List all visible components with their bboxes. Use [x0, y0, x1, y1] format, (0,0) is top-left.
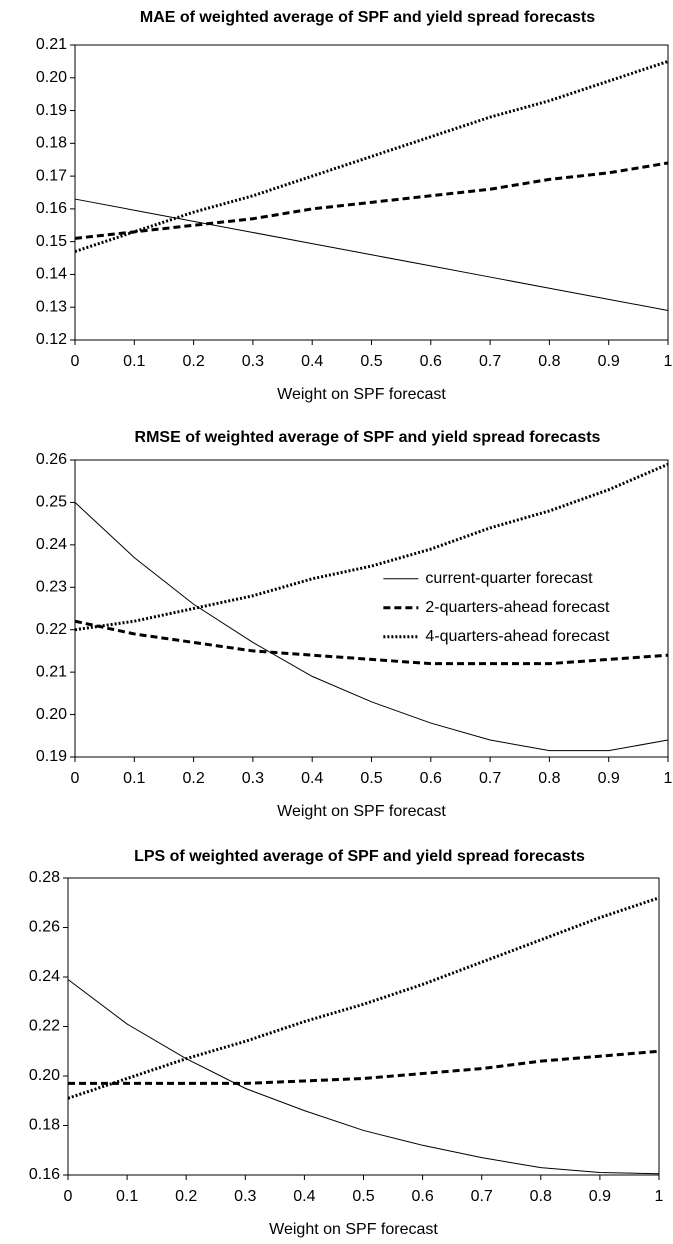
x-tick-label: 0.4 — [301, 353, 323, 370]
y-tick-label: 0.18 — [29, 1117, 60, 1134]
x-tick-label: 0.5 — [360, 353, 382, 370]
y-tick-label: 0.20 — [36, 69, 67, 86]
y-tick-label: 0.25 — [36, 494, 67, 511]
series-line — [74, 161, 669, 240]
y-tick-label: 0.28 — [29, 869, 60, 886]
chart-title: MAE of weighted average of SPF and yield… — [140, 9, 595, 26]
x-tick-label: 0.7 — [471, 1188, 493, 1205]
y-tick-label: 0.19 — [36, 748, 67, 765]
series-line — [74, 502, 669, 752]
x-tick-label: 0.2 — [182, 353, 204, 370]
legend-label: 2-quarters-ahead forecast — [425, 599, 610, 616]
x-tick-label: 0.9 — [589, 1188, 611, 1205]
x-tick-label: 0.1 — [123, 770, 145, 787]
y-tick-label: 0.13 — [36, 298, 67, 315]
x-tick-label: 0 — [64, 1188, 73, 1205]
x-tick-label: 0 — [71, 770, 80, 787]
series-line — [74, 619, 669, 666]
x-tick-label: 0.6 — [411, 1188, 433, 1205]
x-tick-label: 0.2 — [175, 1188, 197, 1205]
series-line — [74, 462, 669, 632]
y-tick-label: 0.22 — [29, 1018, 60, 1035]
series-line — [74, 198, 669, 311]
x-tick-label: 0.8 — [530, 1188, 552, 1205]
y-tick-label: 0.16 — [29, 1166, 60, 1183]
x-tick-label: 0.7 — [479, 770, 501, 787]
x-tick-label: 0.7 — [479, 353, 501, 370]
x-axis-label: Weight on SPF forecast — [277, 386, 446, 403]
x-tick-label: 0.8 — [538, 353, 560, 370]
x-tick-label: 0.4 — [293, 1188, 315, 1205]
chart-title: LPS of weighted average of SPF and yield… — [134, 848, 585, 865]
x-tick-label: 0.5 — [352, 1188, 374, 1205]
y-tick-label: 0.21 — [36, 663, 67, 680]
y-tick-label: 0.16 — [36, 200, 67, 217]
y-tick-label: 0.20 — [29, 1067, 60, 1084]
y-tick-label: 0.20 — [36, 706, 67, 723]
chart-title: RMSE of weighted average of SPF and yiel… — [135, 429, 601, 446]
x-tick-label: 1 — [655, 1188, 664, 1205]
y-tick-label: 0.26 — [36, 451, 67, 468]
y-tick-label: 0.21 — [36, 36, 67, 53]
y-tick-label: 0.12 — [36, 331, 67, 348]
y-tick-label: 0.24 — [29, 968, 60, 985]
y-tick-label: 0.14 — [36, 266, 67, 283]
x-tick-label: 0.5 — [360, 770, 382, 787]
x-tick-label: 0.3 — [242, 770, 264, 787]
x-tick-label: 0.2 — [182, 770, 204, 787]
series-line — [67, 896, 660, 1100]
x-tick-label: 0.9 — [598, 770, 620, 787]
x-tick-label: 0.8 — [538, 770, 560, 787]
y-tick-label: 0.15 — [36, 233, 67, 250]
y-tick-label: 0.19 — [36, 102, 67, 119]
y-tick-label: 0.18 — [36, 135, 67, 152]
x-tick-label: 0 — [71, 353, 80, 370]
x-tick-label: 0.4 — [301, 770, 323, 787]
x-tick-label: 0.3 — [242, 353, 264, 370]
x-axis-label: Weight on SPF forecast — [277, 803, 446, 820]
x-tick-label: 0.1 — [123, 353, 145, 370]
legend-label: 4-quarters-ahead forecast — [425, 628, 610, 645]
x-tick-label: 1 — [664, 770, 673, 787]
x-tick-label: 0.6 — [420, 770, 442, 787]
series-line — [67, 979, 660, 1175]
x-tick-label: 1 — [664, 353, 673, 370]
y-tick-label: 0.26 — [29, 919, 60, 936]
y-tick-label: 0.17 — [36, 167, 67, 184]
x-tick-label: 0.1 — [116, 1188, 138, 1205]
y-tick-label: 0.24 — [36, 536, 67, 553]
series-line — [74, 59, 669, 253]
x-tick-label: 0.3 — [234, 1188, 256, 1205]
x-axis-label: Weight on SPF forecast — [269, 1221, 438, 1238]
y-tick-label: 0.23 — [36, 579, 67, 596]
legend-label: current-quarter forecast — [425, 570, 593, 587]
x-tick-label: 0.9 — [598, 353, 620, 370]
x-tick-label: 0.6 — [420, 353, 442, 370]
plot-frame — [74, 44, 669, 341]
y-tick-label: 0.22 — [36, 621, 67, 638]
